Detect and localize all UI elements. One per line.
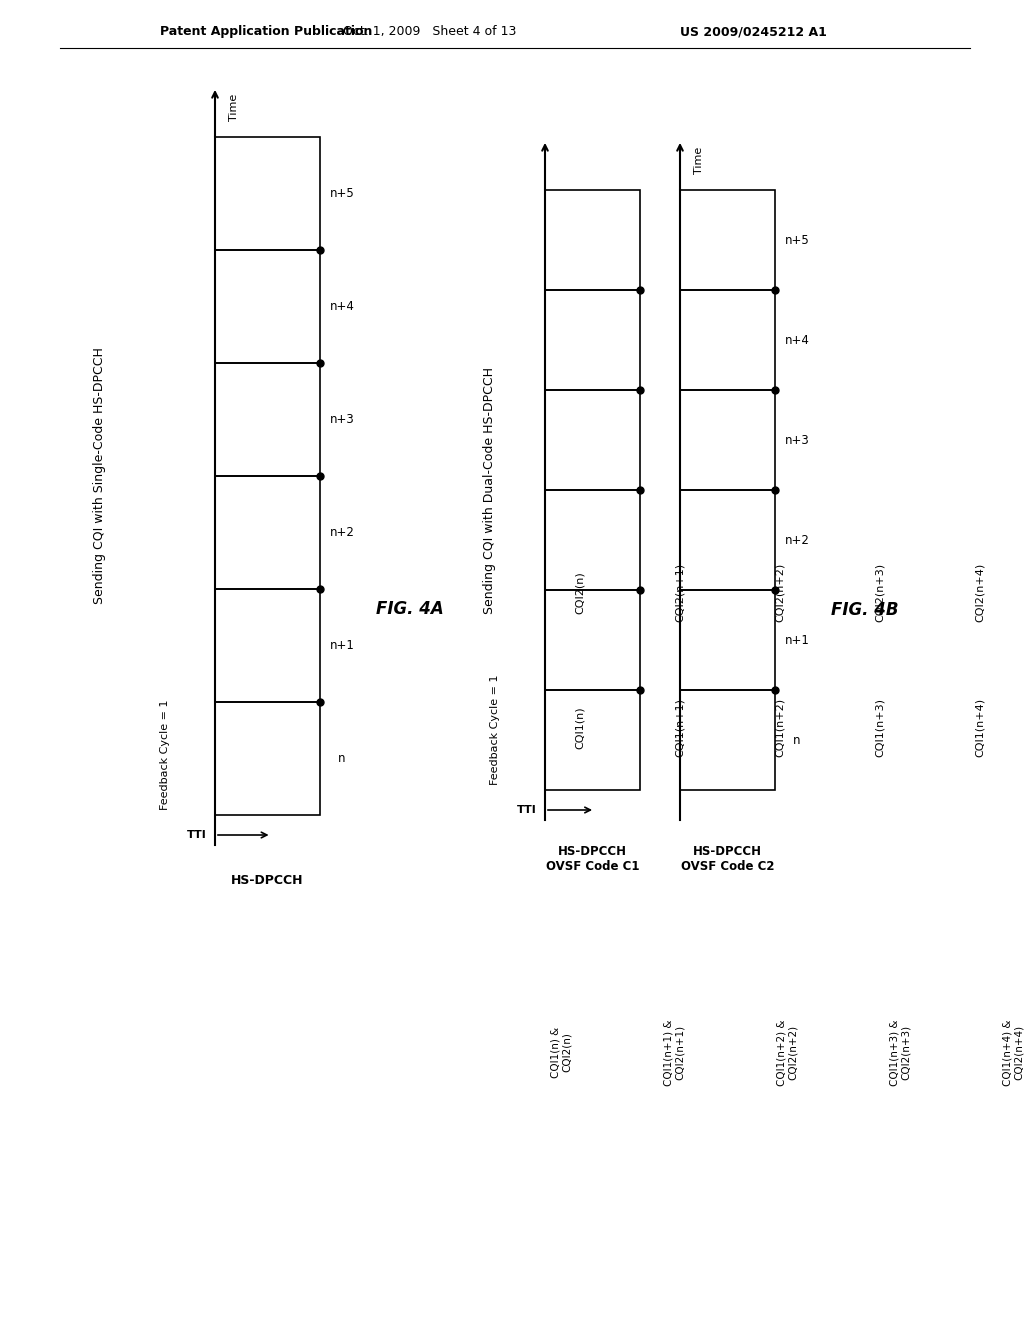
Text: CQI1(n+1): CQI1(n+1) xyxy=(675,698,685,756)
Bar xyxy=(680,389,775,490)
Bar xyxy=(680,490,775,590)
Bar xyxy=(680,190,775,290)
Bar xyxy=(545,389,640,490)
Text: n+4: n+4 xyxy=(330,300,354,313)
Text: HS-DPCCH: HS-DPCCH xyxy=(231,874,304,887)
Text: Patent Application Publication: Patent Application Publication xyxy=(160,25,373,38)
Bar xyxy=(215,249,319,363)
Text: CQI1(n+3): CQI1(n+3) xyxy=(874,698,885,756)
Text: CQI1(n+3) &
CQI2(n+3): CQI1(n+3) & CQI2(n+3) xyxy=(890,1019,911,1086)
Text: Oct. 1, 2009   Sheet 4 of 13: Oct. 1, 2009 Sheet 4 of 13 xyxy=(343,25,517,38)
Text: n: n xyxy=(338,752,346,766)
Text: CQI1(n+4) &
CQI2(n+4): CQI1(n+4) & CQI2(n+4) xyxy=(1002,1019,1024,1086)
Text: Time: Time xyxy=(229,94,239,120)
Text: CQI1(n+2) &
CQI2(n+2): CQI1(n+2) & CQI2(n+2) xyxy=(776,1019,799,1086)
Text: n+1: n+1 xyxy=(330,639,354,652)
Text: FIG. 4B: FIG. 4B xyxy=(831,601,899,619)
Text: n+2: n+2 xyxy=(330,525,354,539)
Bar xyxy=(680,690,775,789)
Text: CQI2(n+3): CQI2(n+3) xyxy=(874,562,885,622)
Bar xyxy=(215,363,319,477)
Text: n+4: n+4 xyxy=(784,334,809,346)
Text: CQI1(n): CQI1(n) xyxy=(575,706,585,748)
Text: n+1: n+1 xyxy=(784,634,809,647)
Text: CQI2(n+4): CQI2(n+4) xyxy=(975,562,985,622)
Bar xyxy=(215,477,319,589)
Text: CQI1(n+1) &
CQI2(n+1): CQI1(n+1) & CQI2(n+1) xyxy=(664,1019,685,1086)
Text: n+5: n+5 xyxy=(330,187,354,201)
Text: CQI1(n) &
CQI2(n): CQI1(n) & CQI2(n) xyxy=(551,1027,572,1078)
Text: n+3: n+3 xyxy=(330,413,354,426)
Text: CQI2(n+1): CQI2(n+1) xyxy=(675,562,685,622)
Bar xyxy=(545,490,640,590)
Bar xyxy=(215,589,319,702)
Bar xyxy=(545,190,640,290)
Bar xyxy=(680,590,775,690)
Text: HS-DPCCH
OVSF Code C2: HS-DPCCH OVSF Code C2 xyxy=(681,845,774,873)
Text: Sending CQI with Single-Code HS-DPCCH: Sending CQI with Single-Code HS-DPCCH xyxy=(93,347,106,605)
Bar xyxy=(545,590,640,690)
Text: TTI: TTI xyxy=(517,805,537,814)
Text: Feedback Cycle = 1: Feedback Cycle = 1 xyxy=(490,675,500,785)
Text: FIG. 4A: FIG. 4A xyxy=(376,601,443,618)
Text: Time: Time xyxy=(694,147,705,174)
Text: CQI1(n+2): CQI1(n+2) xyxy=(775,698,785,758)
Text: US 2009/0245212 A1: US 2009/0245212 A1 xyxy=(680,25,826,38)
Text: Feedback Cycle = 1: Feedback Cycle = 1 xyxy=(160,700,170,810)
Text: n: n xyxy=(794,734,801,747)
Bar xyxy=(215,702,319,814)
Bar xyxy=(545,290,640,389)
Text: CQI2(n): CQI2(n) xyxy=(575,572,585,614)
Text: n+5: n+5 xyxy=(784,234,809,247)
Text: CQI1(n+4): CQI1(n+4) xyxy=(975,698,985,758)
Bar xyxy=(215,137,319,249)
Text: CQI2(n+2): CQI2(n+2) xyxy=(775,562,785,622)
Bar xyxy=(680,290,775,389)
Bar xyxy=(545,690,640,789)
Text: TTI: TTI xyxy=(187,830,207,840)
Text: HS-DPCCH
OVSF Code C1: HS-DPCCH OVSF Code C1 xyxy=(546,845,639,873)
Text: n+2: n+2 xyxy=(784,533,809,546)
Text: n+3: n+3 xyxy=(784,433,809,446)
Text: Sending CQI with Dual-Code HS-DPCCH: Sending CQI with Dual-Code HS-DPCCH xyxy=(483,367,497,614)
